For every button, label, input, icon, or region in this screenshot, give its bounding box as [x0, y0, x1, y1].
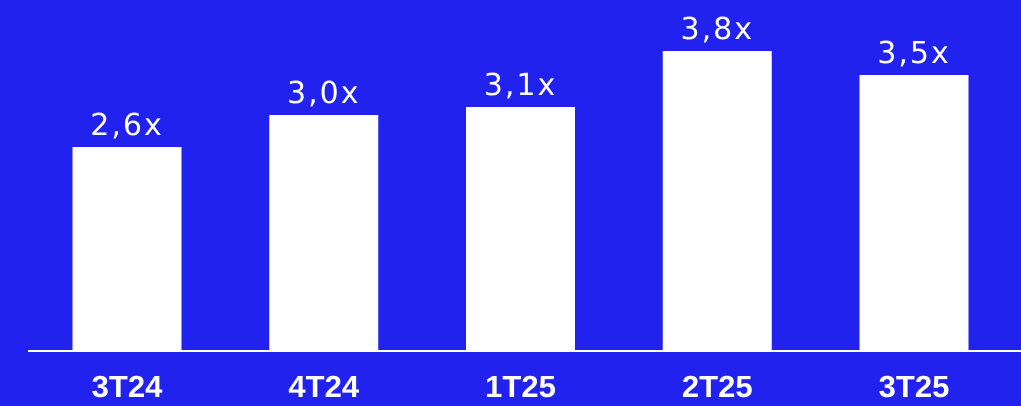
data-label-2T25: 3,8x — [681, 12, 754, 47]
data-label-3T24: 2,6x — [90, 108, 163, 143]
data-label-1T25: 3,1x — [484, 68, 557, 103]
bar-1T25 — [466, 107, 575, 351]
category-label-2T25: 2T25 — [682, 369, 753, 404]
category-label-3T24: 3T24 — [92, 369, 163, 404]
value-labels-group: 2,6x 3,0x 3,1x 3,8x 3,5x — [90, 12, 950, 143]
bar-2T25 — [662, 51, 772, 351]
category-label-3T25: 3T25 — [879, 369, 950, 404]
data-label-3T25: 3,5x — [877, 36, 950, 71]
category-label-4T24: 4T24 — [288, 369, 359, 404]
category-labels-group: 3T24 4T24 1T25 2T25 3T25 — [92, 369, 950, 404]
bar-3T25 — [859, 75, 969, 351]
bar-4T24 — [269, 115, 379, 351]
category-label-1T25: 1T25 — [485, 369, 556, 404]
bars-group — [72, 51, 969, 351]
data-label-4T24: 3,0x — [287, 76, 360, 111]
bar-3T24 — [72, 147, 182, 351]
